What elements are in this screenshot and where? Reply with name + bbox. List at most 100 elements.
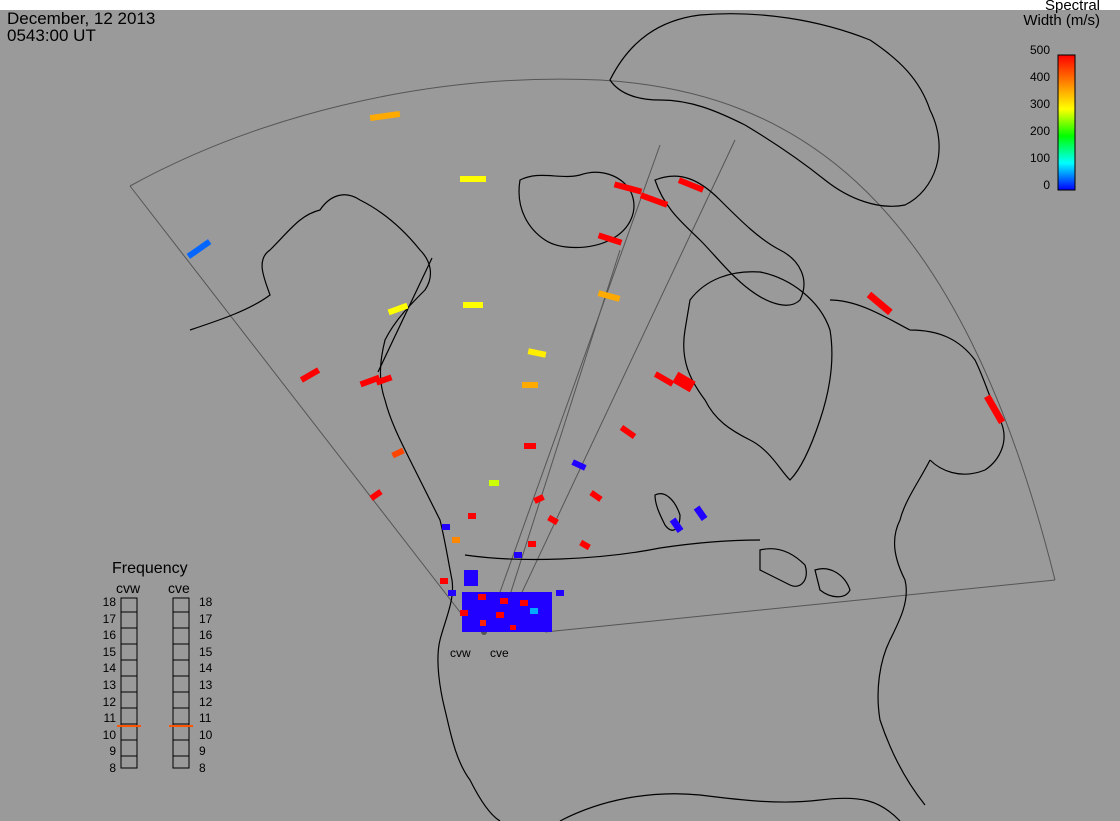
echo-cell <box>464 570 478 586</box>
echo-cell <box>528 541 536 547</box>
frequency-tick-right: 8 <box>199 761 206 775</box>
greenland-coast <box>609 13 940 207</box>
site-label-cve: cve <box>490 646 509 660</box>
echo-cell <box>500 598 508 604</box>
echo-cell <box>693 505 708 522</box>
echo-cell <box>375 374 393 386</box>
echo-cell <box>468 513 476 519</box>
echo-cell <box>613 181 643 195</box>
radar-echoes <box>186 110 1006 632</box>
frequency-tick-right: 16 <box>199 628 213 643</box>
fov-right-edge <box>544 579 1056 633</box>
frequency-tick-left: 10 <box>102 727 116 742</box>
echo-cell <box>299 367 321 383</box>
echo-cell <box>480 620 486 626</box>
frequency-tick-left: 14 <box>102 661 116 676</box>
echo-cell <box>597 232 623 246</box>
echo-cell <box>984 394 1006 424</box>
echo-cell <box>460 610 468 616</box>
echo-cell <box>440 578 448 584</box>
frequency-tick-right: 10 <box>199 727 213 742</box>
frequency-tick-left: 8 <box>109 761 116 775</box>
frequency-tick-right: 12 <box>199 694 213 709</box>
west-coast <box>384 399 501 821</box>
echo-cell <box>527 348 547 358</box>
fov-left-edge <box>129 185 471 626</box>
colorbar-title-line1: Spectral <box>1044 0 1100 14</box>
alaska-canada-border <box>377 257 433 373</box>
colorbar-title: Spectral Width (m/s) <box>1023 0 1100 28</box>
echo-cell <box>448 590 456 596</box>
echo-cell <box>639 192 669 208</box>
echo-cell <box>597 290 621 302</box>
colorbar-tick: 300 <box>1029 97 1050 111</box>
echo-cell <box>669 517 684 534</box>
alaska-coast <box>189 194 432 401</box>
fov-outer-arc <box>129 78 1056 581</box>
frequency-tick-left: 17 <box>102 611 116 626</box>
frequency-tick-left: 13 <box>102 678 116 692</box>
colorbar-tick: 200 <box>1029 124 1050 138</box>
echo-cell <box>510 625 516 630</box>
echo-cell <box>672 371 696 393</box>
echo-cell <box>478 594 486 600</box>
fov-outline <box>129 78 1056 633</box>
echo-cell <box>387 302 409 316</box>
frequency-tick-right: 14 <box>199 661 213 676</box>
hudson-bay-coast <box>683 271 833 481</box>
time-label: 0543:00 UT <box>7 26 96 45</box>
echo-cell <box>524 443 536 449</box>
gulf-coast <box>559 793 901 821</box>
echo-cell <box>514 552 522 558</box>
frequency-tick-left: 18 <box>102 595 116 609</box>
frequency-tick-left: 12 <box>102 694 116 709</box>
echo-cell <box>369 110 401 122</box>
echo-cell <box>452 537 460 543</box>
echo-cell <box>589 490 603 502</box>
colorbar-gradient <box>1057 54 1076 191</box>
freq-gridlines <box>121 611 189 757</box>
echo-cell <box>522 382 538 388</box>
colorbar-title-line2: Width (m/s) <box>1023 12 1100 29</box>
frequency-boxes <box>120 597 190 769</box>
echo-cell <box>489 480 499 486</box>
frequency-tick-left: 15 <box>102 644 116 659</box>
frequency-tick-left: 16 <box>102 628 116 643</box>
echo-cell <box>520 600 528 606</box>
colorbar-tick: 500 <box>1029 43 1050 57</box>
echo-cell <box>391 447 405 459</box>
colorbar-tick: 0 <box>1043 178 1050 192</box>
echo-cell <box>619 424 637 440</box>
top-strip <box>0 0 1120 10</box>
arctic-archipelago <box>518 171 635 249</box>
colorbar-tick: 100 <box>1029 151 1050 165</box>
fov-beam-edge-3 <box>489 144 661 621</box>
echo-cell <box>359 374 381 388</box>
frequency-radar-cvw: cvw <box>116 580 141 596</box>
echo-cell <box>463 302 483 308</box>
echo-cell <box>579 539 591 551</box>
colorbar-tick: 400 <box>1029 70 1050 84</box>
great-lakes <box>759 548 851 598</box>
freq-box-cve <box>172 597 190 769</box>
echo-cell <box>369 489 383 501</box>
frequency-tick-right: 13 <box>199 678 213 692</box>
echo-cell <box>442 524 450 530</box>
echo-cell <box>556 590 564 596</box>
coastlines <box>189 13 1005 821</box>
echo-cell <box>460 176 486 182</box>
frequency-radar-cve: cve <box>168 580 190 596</box>
frequency-tick-right: 18 <box>199 595 213 609</box>
frequency-tick-right: 9 <box>199 744 206 759</box>
frequency-tick-right: 11 <box>199 711 212 726</box>
frequency-title: Frequency <box>112 560 188 577</box>
echo-cell <box>653 371 675 387</box>
labrador-coast <box>829 299 1005 475</box>
echo-cell <box>530 608 538 614</box>
east-coast <box>877 459 931 806</box>
echo-cell <box>186 239 212 259</box>
lake-winnipeg <box>654 493 681 531</box>
freq-box-cvw <box>120 597 138 769</box>
echo-cell <box>547 514 559 526</box>
